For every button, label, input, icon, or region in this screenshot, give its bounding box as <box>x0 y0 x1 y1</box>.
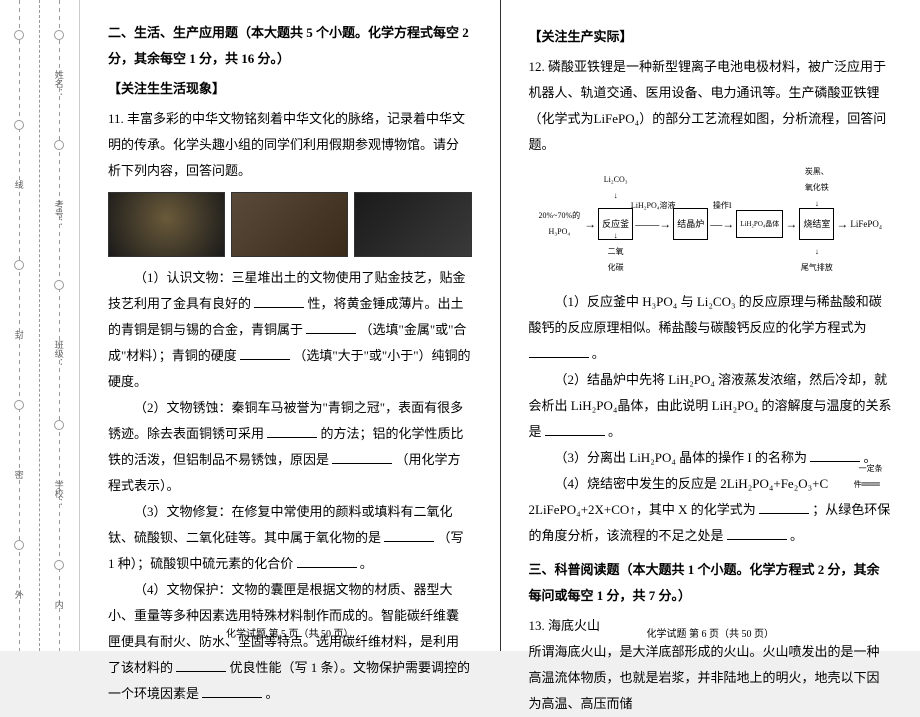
flow-arrow: → <box>584 212 596 236</box>
blank-field[interactable] <box>727 527 787 540</box>
flow-arrow-label: LiH₂PO₄溶液 <box>631 198 676 214</box>
flow-arrow: 操作I —→ <box>710 212 734 236</box>
q12-1-text-a: （1）反应釜中 H₃PO₄ 与 Li₂CO₃ 的反应原理与稀盐酸和碳酸钙的反应原… <box>529 294 882 335</box>
flow-box-sinter: 烧结室 <box>799 208 834 240</box>
flow-top-input-li2co3: Li₂CO₃↓ <box>604 172 628 204</box>
q11-2: （2）文物锈蚀：秦铜车马被誉为"青铜之冠"，表面有很多锈迹。除去表面铜锈可采用 … <box>108 395 472 499</box>
binding-label: 姓名： <box>53 70 66 97</box>
q12-2-text-b: 。 <box>608 424 621 439</box>
binding-label: 外 <box>13 590 26 599</box>
blank-field[interactable] <box>759 501 809 514</box>
flow-box-crystallizer: 结晶炉 <box>673 208 708 240</box>
flow-output-final: LiFePO₄ <box>850 215 882 233</box>
q11-1: （1）认识文物：三星堆出土的文物使用了贴金技艺，贴金技艺利用了金具有良好的 性，… <box>108 265 472 395</box>
flow-arrow: → <box>836 212 848 236</box>
q11-3: （3）文物修复：在修复中常使用的颜料或填料有二氧化钛、硫酸钡、二氧化硅等。其中属… <box>108 499 472 577</box>
blank-field[interactable] <box>306 321 356 334</box>
artifact-cabinet-image <box>354 192 471 257</box>
binding-margin: 线 封 密 外 姓名： 考号： 班级： 学校： 内 <box>0 0 80 651</box>
blank-field[interactable] <box>332 451 392 464</box>
pages-container: 二、生活、生产应用题（本大题共 5 个小题。化学方程式每空 2 分，其余每空 1… <box>80 0 920 651</box>
flow-top-input-carbon: 炭黑、氧化铁↓ <box>805 164 829 212</box>
flow-output-exhaust: ↓尾气排放 <box>801 244 833 276</box>
binding-label: 学校： <box>53 480 66 507</box>
q12-1-text-b: 。 <box>592 346 605 361</box>
flow-arrow-label: 操作I <box>713 198 732 214</box>
page-right: 【关注生产实际】 12. 磷酸亚铁锂是一种新型锂离子电池电极材料，被广泛应用于机… <box>501 0 920 651</box>
blank-field[interactable] <box>384 529 434 542</box>
binding-col-inner: 姓名： 考号： 班级： 学校： 内 <box>40 0 80 651</box>
q12-3-text-a: （3）分离出 LiH₂PO₄ 晶体的操作 I 的名称为 <box>555 450 807 465</box>
q12-4: （4）烧结密中发生的反应是 2LiH₂PO₄+Fe₂O₃+C ══ 2LiFeP… <box>529 471 893 549</box>
reaction-arrow: ══ <box>831 471 883 497</box>
section-3-title: 三、科普阅读题（本大题共 1 个小题。化学方程式 2 分，其余每问或每空 1 分… <box>529 557 893 609</box>
flow-arrow: → <box>785 212 797 236</box>
flow-box-crystal: LiH₂PO₄晶体 <box>736 210 783 238</box>
q11-4-text-c: 。 <box>266 686 279 701</box>
blank-field[interactable] <box>240 347 290 360</box>
q12-intro: 12. 磷酸亚铁锂是一种新型锂离子电池电极材料，被广泛应用于机器人、轨道交通、医… <box>529 54 893 158</box>
q12-4-text-d: 。 <box>790 528 803 543</box>
page-footer-left: 化学试题 第 5 页（共 50 页） <box>80 625 500 645</box>
subheading-life: 【关注生生活现象】 <box>108 76 472 102</box>
binding-col-outer: 线 封 密 外 <box>0 0 40 651</box>
artifact-mask-image <box>108 192 225 257</box>
section-2-title: 二、生活、生产应用题（本大题共 5 个小题。化学方程式每空 2 分，其余每空 1… <box>108 20 472 72</box>
subheading-production: 【关注生产实际】 <box>529 24 893 50</box>
blank-field[interactable] <box>176 659 226 672</box>
blank-field[interactable] <box>529 345 589 358</box>
process-flowchart: 20%~70%的 H₃PO₄ → Li₂CO₃↓ 反应釜 ↓二氧化碳 LiH₂P… <box>529 166 893 281</box>
artifact-horse-image <box>231 192 348 257</box>
page-left: 二、生活、生产应用题（本大题共 5 个小题。化学方程式每空 2 分，其余每空 1… <box>80 0 501 651</box>
flow-arrow: LiH₂PO₄溶液 ——→ <box>635 212 671 236</box>
q12-2: （2）结晶炉中先将 LiH₂PO₄ 溶液蒸发浓缩，然后冷却，就会析出 LiH₂P… <box>529 367 893 445</box>
blank-field[interactable] <box>297 555 357 568</box>
q12-1: （1）反应釜中 H₃PO₄ 与 Li₂CO₃ 的反应原理与稀盐酸和碳酸钙的反应原… <box>529 289 893 367</box>
blank-field[interactable] <box>267 425 317 438</box>
binding-label: 密 <box>13 470 26 479</box>
binding-label: 线 <box>13 180 26 189</box>
artifact-images <box>108 192 472 257</box>
q12-4-text-a: （4）烧结密中发生的反应是 2LiH₂PO₄+Fe₂O₃+C <box>555 476 829 491</box>
flow-output-co2: ↓二氧化碳 <box>607 228 625 276</box>
q12-4-text-b: 2LiFePO₄+2X+CO↑，其中 X 的化学式为 <box>529 502 756 517</box>
binding-label: 班级： <box>53 340 66 367</box>
q11-3-text-c: 。 <box>360 556 373 571</box>
page-footer-right: 化学试题 第 6 页（共 50 页） <box>501 625 920 645</box>
q11-intro: 11. 丰富多彩的中华文物铭刻着中华文化的脉络，记录着中华文明的传承。化学头趣小… <box>108 106 472 184</box>
flow-input-h3po4: 20%~70%的 H₃PO₄ <box>539 208 581 240</box>
blank-field[interactable] <box>202 685 262 698</box>
binding-label: 封 <box>13 330 26 339</box>
binding-label: 考号： <box>53 200 66 227</box>
blank-field[interactable] <box>254 295 304 308</box>
blank-field[interactable] <box>545 423 605 436</box>
binding-label: 内 <box>53 600 66 609</box>
